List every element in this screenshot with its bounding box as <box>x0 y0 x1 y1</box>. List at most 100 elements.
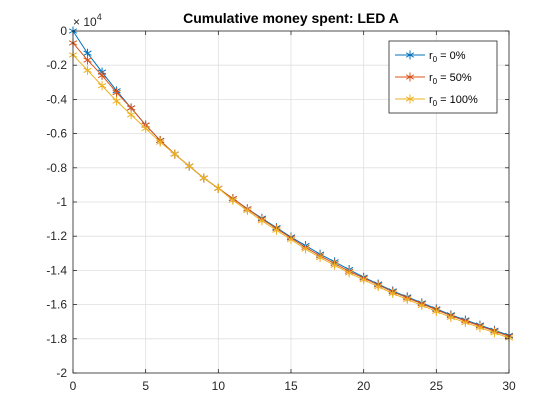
data-point <box>97 70 107 80</box>
y-tick-label: -0.8 <box>46 161 67 175</box>
marker-stroke <box>432 308 441 315</box>
y-tick-label: -1.8 <box>46 332 67 346</box>
marker-stroke <box>83 57 92 63</box>
marker-stroke <box>112 89 121 96</box>
marker-stroke <box>490 330 499 336</box>
marker-stroke <box>214 185 223 192</box>
data-point <box>126 110 136 120</box>
data-point <box>315 253 325 263</box>
y-tick-label: -0.6 <box>46 127 67 141</box>
marker-stroke <box>141 125 150 132</box>
data-point <box>97 81 107 91</box>
data-point <box>214 183 223 193</box>
data-point <box>405 94 415 104</box>
x-tick-label: 0 <box>70 379 77 393</box>
data-point <box>83 55 92 65</box>
marker-stroke <box>126 112 136 118</box>
marker-stroke <box>97 72 107 79</box>
data-point <box>475 323 485 333</box>
data-point <box>330 260 339 270</box>
x-tick-label: 5 <box>142 379 149 393</box>
marker-stroke <box>83 67 92 74</box>
marker-stroke <box>156 139 165 145</box>
data-point <box>432 306 441 316</box>
data-point <box>374 282 383 292</box>
legend-entry: r0 = 100% <box>395 94 478 108</box>
data-point <box>405 50 415 60</box>
marker-stroke <box>199 175 208 181</box>
marker-stroke <box>301 246 310 252</box>
marker-stroke <box>359 277 368 283</box>
x-tick-label: 10 <box>212 379 226 393</box>
data-point <box>344 268 354 278</box>
y-tick-label: -1.2 <box>46 229 67 243</box>
marker-stroke <box>286 236 296 243</box>
marker-stroke <box>446 314 456 321</box>
data-point <box>286 235 296 245</box>
data-point <box>112 88 121 98</box>
marker-stroke <box>330 262 339 268</box>
chart-title: Cumulative money spent: LED A <box>183 10 399 26</box>
marker-stroke <box>83 50 92 56</box>
y-tick-label: 0 <box>60 24 67 38</box>
marker-stroke <box>403 296 412 303</box>
y-tick-label: -1.6 <box>46 298 67 312</box>
marker-stroke <box>97 83 107 89</box>
marker-stroke <box>374 283 383 290</box>
marker-stroke <box>185 163 194 169</box>
y-tick-label: -0.2 <box>46 58 67 72</box>
marker-stroke <box>475 325 485 331</box>
data-point <box>170 149 179 159</box>
y-tick-label: -0.4 <box>46 92 67 106</box>
y-tick-label: -2 <box>56 366 67 380</box>
data-point <box>199 173 208 183</box>
data-point <box>301 244 310 254</box>
data-point <box>112 96 121 106</box>
data-point <box>243 206 252 216</box>
marker-stroke <box>405 96 415 102</box>
x-tick-label: 25 <box>430 379 444 393</box>
marker-stroke <box>461 319 470 326</box>
data-point <box>405 72 415 82</box>
data-point <box>257 216 267 226</box>
data-point <box>461 318 470 328</box>
legend: r0 = 0% r0 = 50% r0 = 100% <box>388 40 498 114</box>
marker-stroke <box>417 302 426 309</box>
marker-stroke <box>112 98 121 104</box>
legend-label: r0 = 0% <box>429 50 466 64</box>
marker-stroke <box>272 227 281 233</box>
marker-stroke <box>388 290 397 297</box>
legend-entry: r0 = 0% <box>395 50 466 64</box>
data-point <box>446 312 456 322</box>
data-point <box>228 195 238 205</box>
marker-stroke <box>126 105 136 111</box>
marker-stroke <box>315 254 325 261</box>
data-point <box>141 123 150 133</box>
data-point <box>417 300 426 310</box>
marker-stroke <box>243 207 252 214</box>
y-tick-label: -1 <box>56 195 67 209</box>
data-point <box>156 137 165 147</box>
data-point <box>272 225 281 235</box>
x-tick-label: 15 <box>284 379 298 393</box>
ticks: 0 5 10 15 20 25 30 0 -0.2 -0.4 -0.6 -0.8 -1 -1.2 -1.4 -… <box>46 24 516 393</box>
x-tick-label: 20 <box>357 379 371 393</box>
data-point <box>185 161 194 171</box>
series-2 <box>68 50 514 343</box>
marker-stroke <box>170 151 179 157</box>
data-point <box>388 288 397 298</box>
data-point <box>490 328 499 338</box>
y-exponent-label: × 104 <box>73 12 102 29</box>
data-point <box>403 294 412 304</box>
marker-stroke <box>405 52 415 58</box>
y-tick-label: -1.4 <box>46 263 67 277</box>
x-tick-label: 30 <box>502 379 516 393</box>
legend-label: r0 = 50% <box>429 72 472 86</box>
marker-stroke <box>405 74 415 80</box>
marker-stroke <box>257 218 267 224</box>
legend-entry: r0 = 50% <box>395 72 472 86</box>
legend-label: r0 = 100% <box>429 94 478 108</box>
data-point <box>359 275 368 285</box>
marker-stroke <box>344 270 354 276</box>
